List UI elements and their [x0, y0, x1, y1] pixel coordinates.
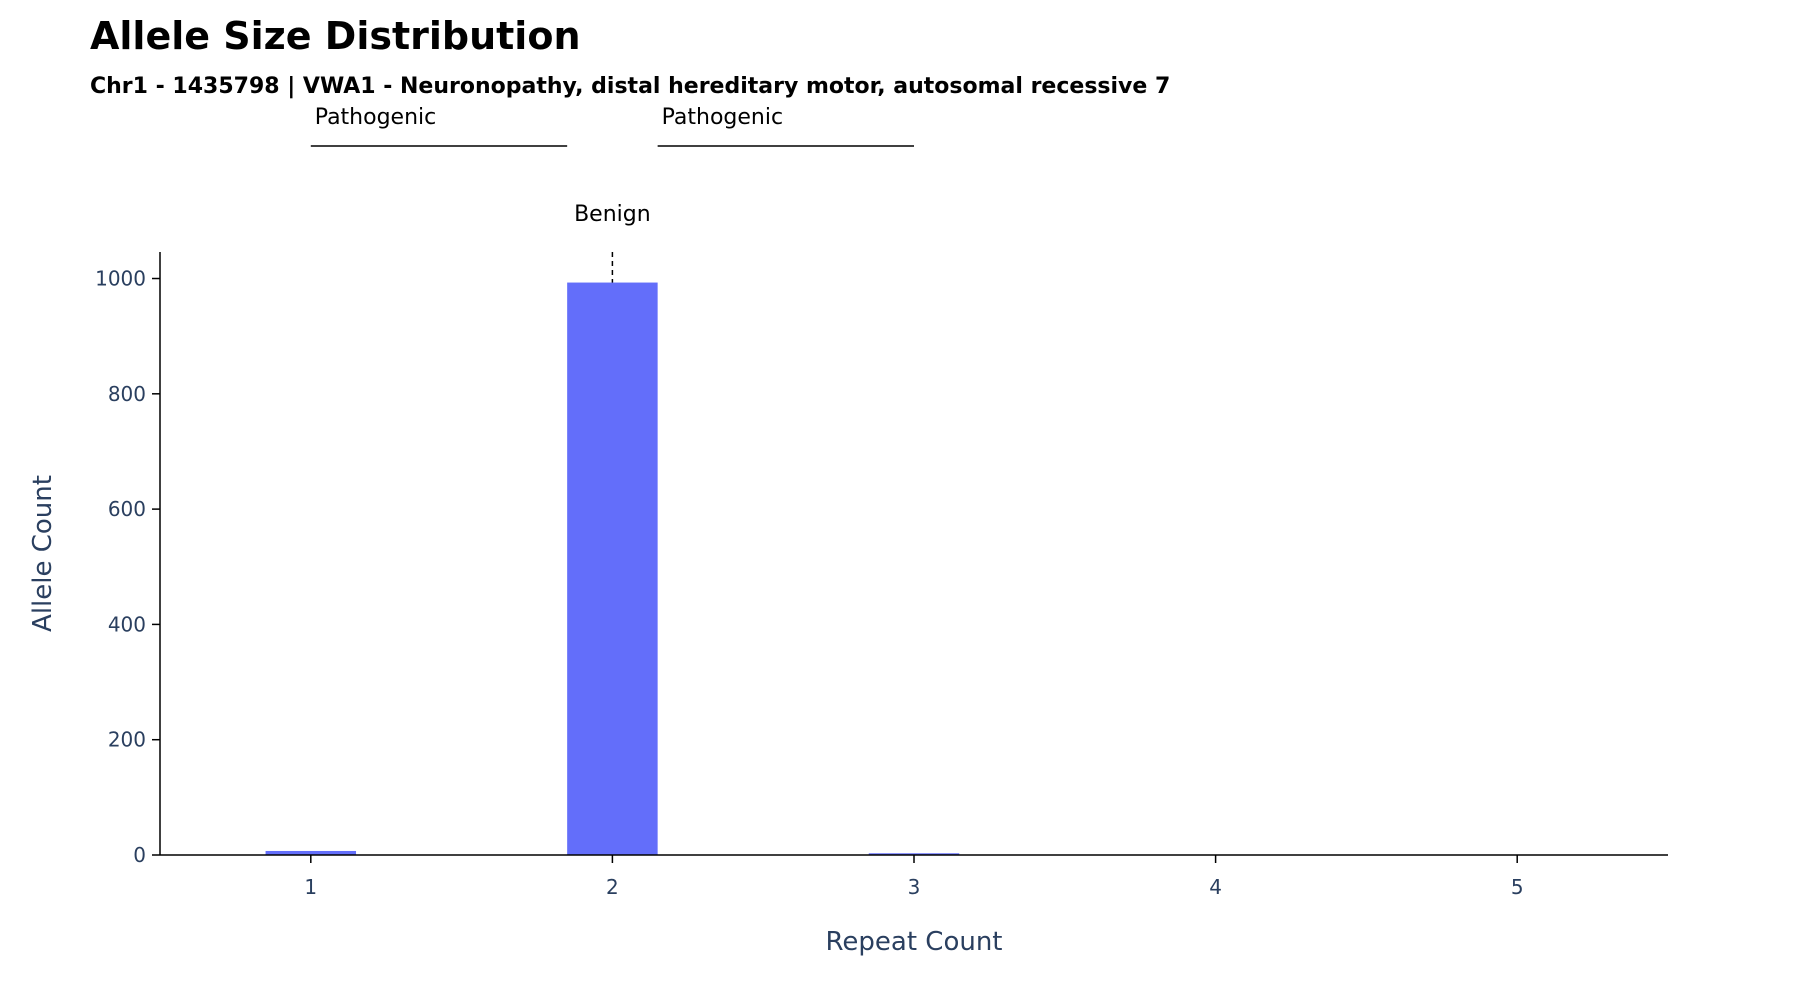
pathogenic-label-2: Pathogenic [662, 105, 783, 130]
bar-2 [567, 282, 658, 855]
x-tick-label-1: 1 [304, 875, 317, 899]
y-tick-label-800: 800 [108, 382, 146, 406]
bar-3 [868, 853, 960, 855]
y-tick-label-400: 400 [108, 612, 146, 636]
benign-label: Benign [574, 202, 651, 227]
y-axis-title: Allele Count [28, 475, 58, 632]
chart-title: Allele Size Distribution [90, 14, 581, 58]
bar-1 [265, 850, 357, 855]
x-tick-label-4: 4 [1209, 875, 1222, 899]
axes: 0 200 400 600 800 1000 1 2 3 4 5 [95, 252, 1668, 899]
x-tick-label-2: 2 [606, 875, 619, 899]
pathogenic-label-1: Pathogenic [315, 105, 436, 130]
chart-subtitle: Chr1 - 1435798 | VWA1 - Neuronopathy, di… [90, 74, 1171, 99]
x-axis-title: Repeat Count [826, 927, 1003, 957]
y-tick-label-1000: 1000 [95, 267, 146, 291]
y-tick-label-0: 0 [133, 843, 146, 867]
y-tick-label-600: 600 [108, 497, 146, 521]
x-tick-label-3: 3 [908, 875, 921, 899]
bars [265, 282, 960, 855]
y-tick-label-200: 200 [108, 728, 146, 752]
x-tick-label-5: 5 [1511, 875, 1524, 899]
